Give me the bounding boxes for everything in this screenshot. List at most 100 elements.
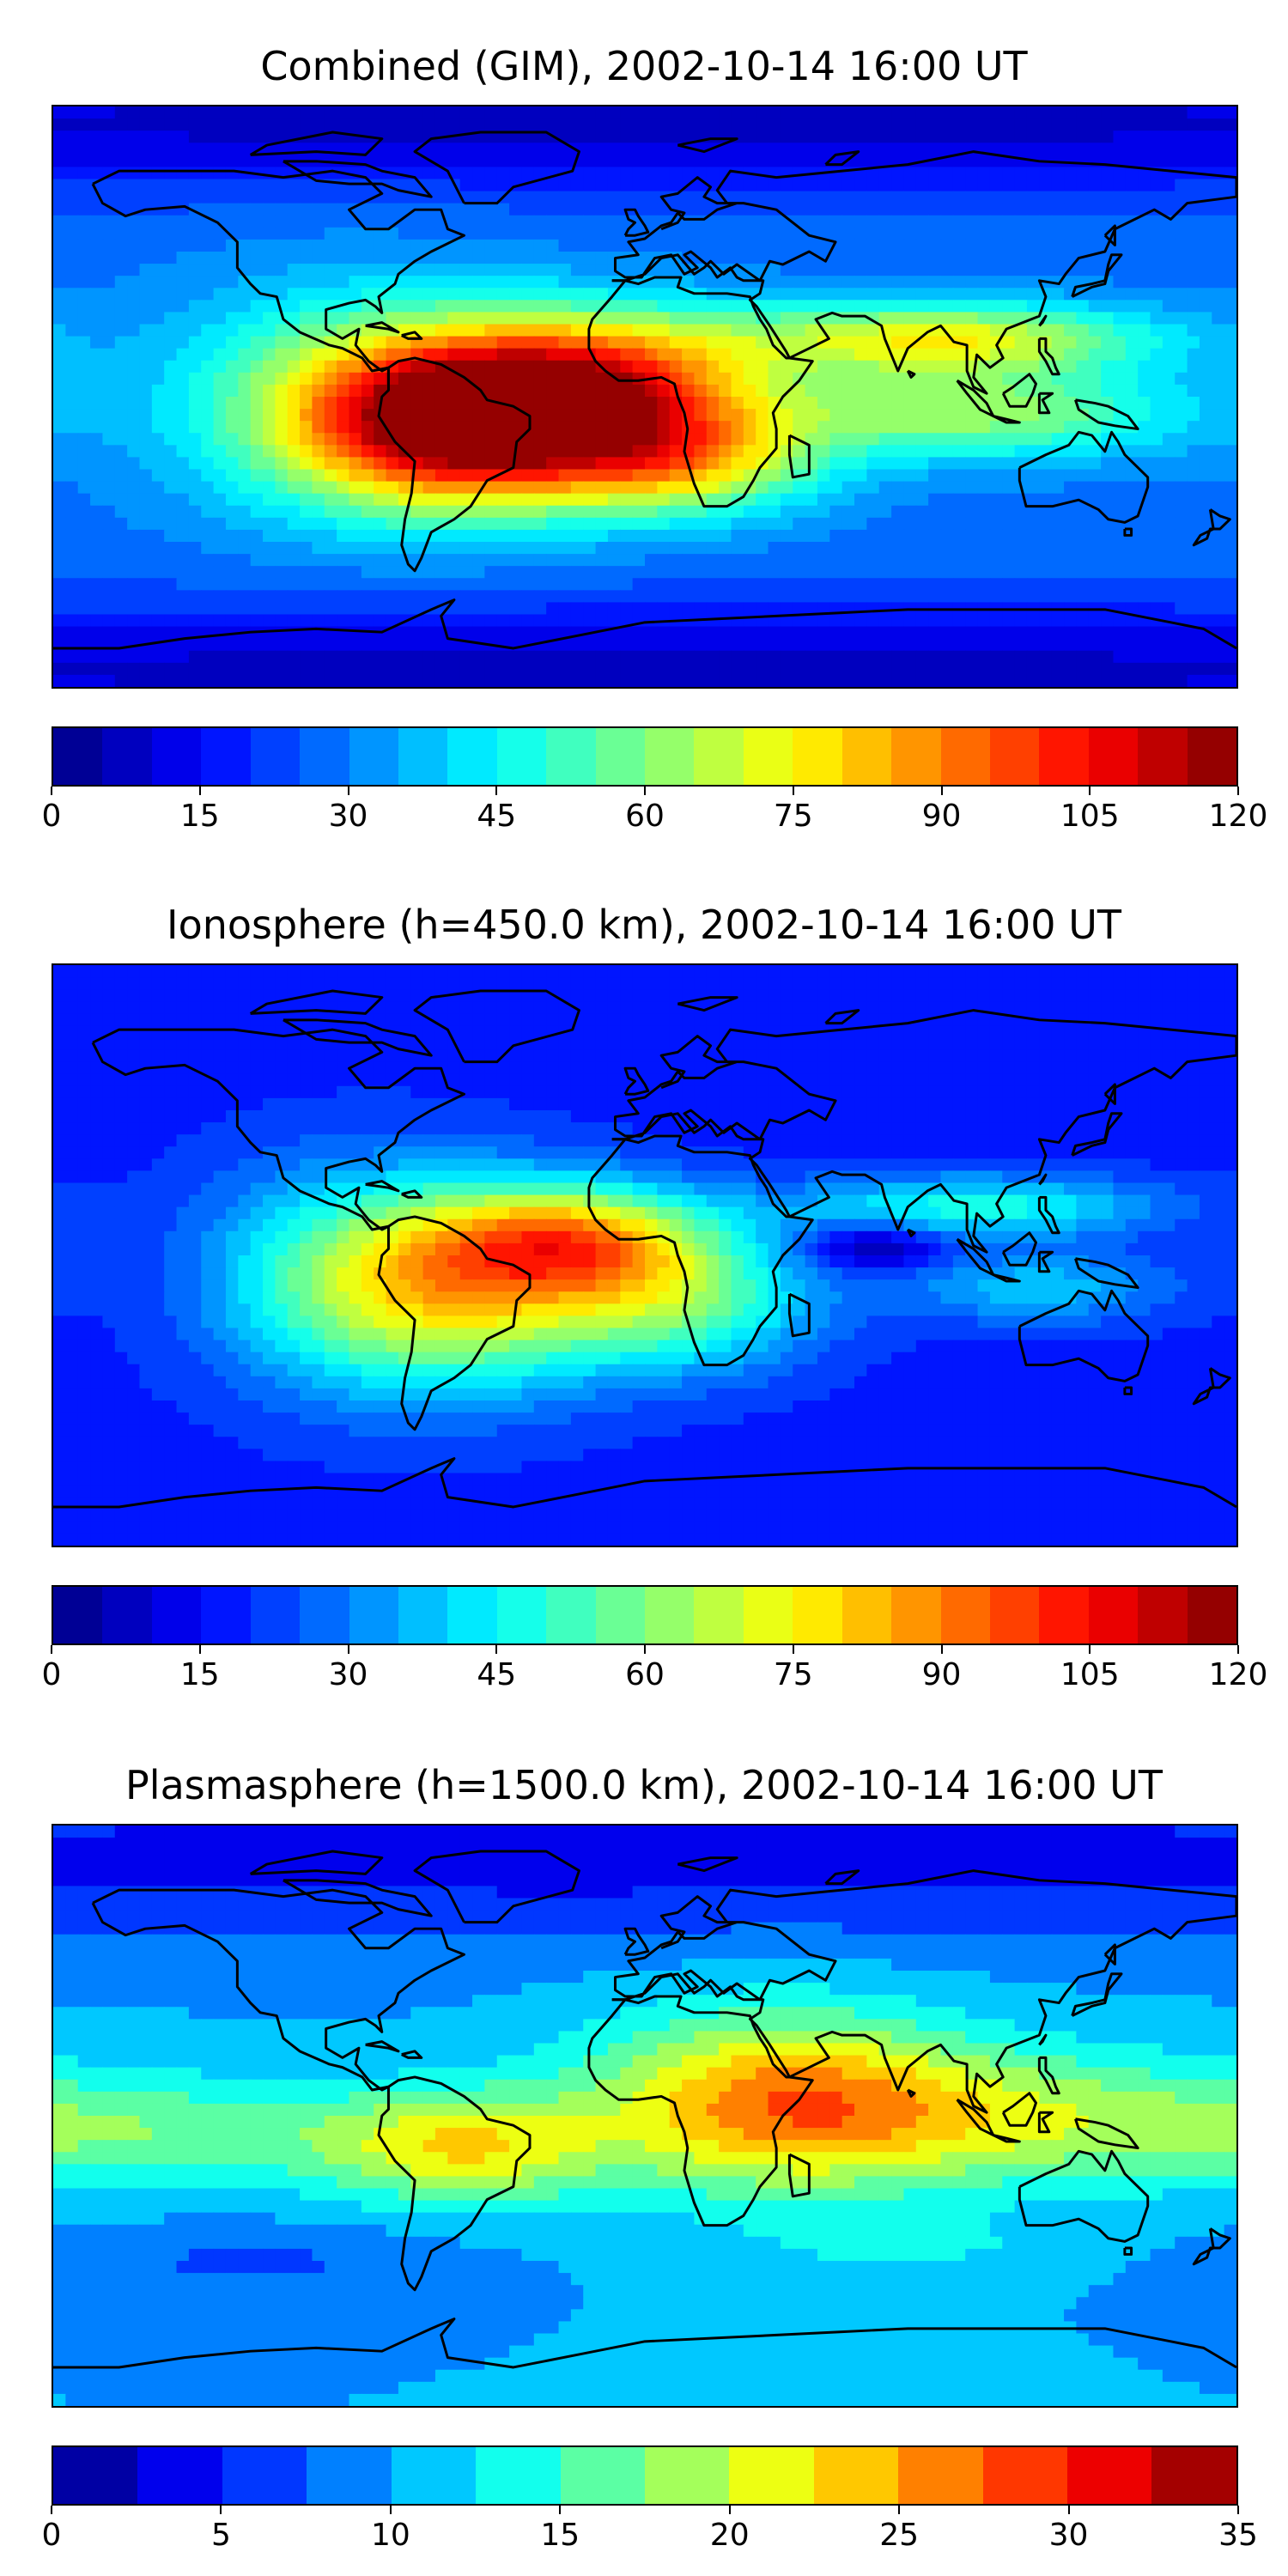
field-cell [558, 118, 572, 131]
field-cell [817, 276, 830, 289]
field-cell [275, 977, 289, 990]
field-cell [337, 409, 350, 422]
field-cell [817, 602, 830, 616]
field-cell [496, 227, 510, 240]
field-cell [398, 276, 411, 289]
field-cell [940, 300, 954, 313]
field-cell [434, 493, 448, 507]
field-cell [53, 179, 66, 192]
field-cell [139, 529, 153, 543]
field-cell [114, 276, 128, 289]
field-cell [645, 384, 658, 398]
field-cell [225, 336, 239, 349]
field-cell [780, 433, 793, 446]
field-cell [1064, 118, 1077, 131]
field-cell [928, 566, 942, 579]
field-cell [854, 264, 867, 276]
field-cell [682, 602, 696, 616]
field-cell [102, 409, 116, 422]
colorbar-segment [793, 728, 842, 785]
field-cell [989, 433, 1003, 446]
field-cell [1162, 626, 1176, 640]
field-cell [139, 674, 153, 687]
field-cell [374, 566, 387, 579]
field-cell [1076, 300, 1090, 313]
field-cell [1088, 143, 1102, 155]
field-cell [1039, 977, 1053, 990]
field-cell [225, 276, 239, 289]
field-cell [139, 155, 153, 168]
field-cell [1162, 554, 1176, 567]
field-cell [1026, 252, 1040, 264]
field-cell [965, 131, 979, 143]
field-cell [1187, 578, 1200, 591]
field-cell [878, 276, 892, 289]
field-cell [176, 566, 190, 579]
field-cell [817, 650, 830, 664]
field-cell [657, 348, 671, 361]
field-cell [793, 324, 806, 337]
field-cell [213, 566, 227, 579]
field-cell [349, 542, 362, 555]
field-cell [1224, 493, 1236, 507]
field-cell [484, 529, 498, 543]
field-cell [1076, 445, 1090, 459]
field-cell [65, 674, 79, 687]
field-cell [151, 276, 165, 289]
field-cell [422, 131, 436, 143]
field-cell [1175, 542, 1188, 555]
field-cell [645, 566, 658, 579]
field-cell [1175, 143, 1188, 155]
field-cell [422, 264, 436, 276]
field-cell [102, 360, 116, 374]
field-cell [1175, 252, 1188, 264]
field-cell [1212, 445, 1225, 459]
field-cell [1026, 288, 1040, 301]
field-cell [903, 614, 917, 628]
field-cell [496, 372, 510, 386]
field-cell [1051, 529, 1065, 543]
field-cell [891, 662, 905, 676]
field-cell [1224, 348, 1236, 361]
field-cell [250, 965, 264, 978]
field-cell [434, 300, 448, 313]
field-cell [127, 288, 141, 301]
field-cell [952, 288, 966, 301]
field-cell [706, 300, 720, 313]
field-cell [509, 469, 523, 483]
field-cell [238, 674, 252, 687]
field-cell [829, 614, 843, 628]
field-cell [632, 276, 646, 289]
field-cell [558, 614, 572, 628]
field-cell [1199, 409, 1212, 422]
field-cell [829, 276, 843, 289]
field-cell [793, 288, 806, 301]
field-cell [53, 312, 66, 325]
field-cell [891, 215, 905, 228]
field-cell [965, 650, 979, 664]
field-cell [1125, 566, 1139, 579]
field-cell [915, 264, 929, 276]
field-cell [484, 421, 498, 434]
field-cell [472, 312, 485, 325]
field-cell [706, 542, 720, 555]
field-cell [114, 155, 128, 168]
field-cell [793, 578, 806, 591]
field-cell [127, 372, 141, 386]
field-cell [866, 421, 880, 434]
field-cell [719, 384, 732, 398]
field-cell [324, 554, 337, 567]
field-cell [139, 493, 153, 507]
field-cell [398, 252, 411, 264]
field-cell [570, 517, 584, 531]
field-cell [1175, 324, 1188, 337]
field-cell [53, 566, 66, 579]
field-cell [127, 324, 141, 337]
field-cell [952, 360, 966, 374]
field-cell [533, 203, 547, 216]
field-cell [374, 517, 387, 531]
field-cell [928, 614, 942, 628]
field-cell [558, 650, 572, 664]
field-cell [841, 989, 855, 1002]
field-cell [854, 324, 867, 337]
